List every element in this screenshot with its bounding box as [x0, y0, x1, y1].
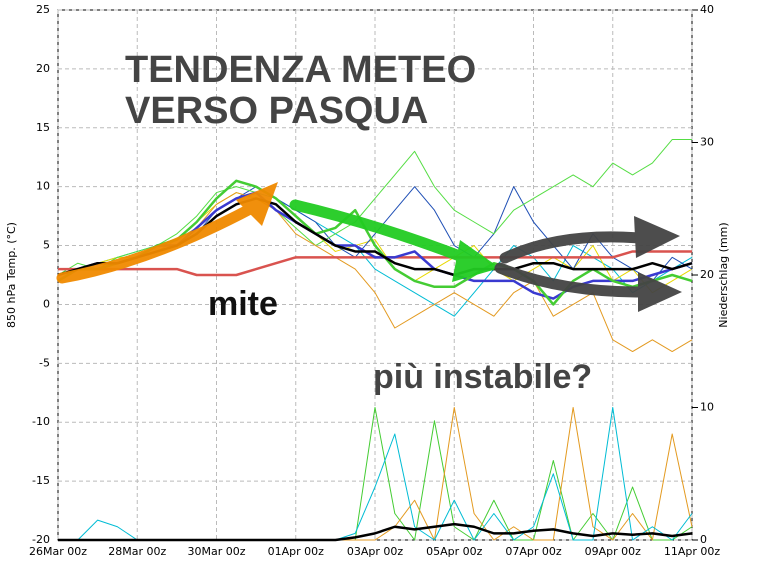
y2-tick-label: 0 [700, 533, 707, 546]
y2-tick-label: 30 [700, 136, 714, 149]
x-tick-label: 05Apr 00z [426, 545, 483, 558]
y-tick-label: 5 [43, 239, 50, 252]
x-tick-label: 01Apr 00z [268, 545, 325, 558]
y2-tick-label: 40 [700, 3, 714, 16]
x-tick-label: 09Apr 00z [585, 545, 642, 558]
arrow-orange [56, 202, 258, 284]
y2-tick-label: 10 [700, 401, 714, 414]
arrow-head [236, 182, 278, 226]
x-tick-label: 28Mar 00z [108, 545, 166, 558]
arrow-head [634, 216, 680, 258]
y-tick-label: 0 [43, 297, 50, 310]
arrow-green [289, 199, 476, 266]
x-tick-label: 11Apr 00z [664, 545, 721, 558]
x-tick-label: 07Apr 00z [505, 545, 562, 558]
arrow-gray [499, 231, 646, 264]
arrow-gray [494, 262, 646, 298]
x-tick-label: 03Apr 00z [347, 545, 404, 558]
y-tick-label: 10 [36, 180, 50, 193]
series-line [57, 139, 692, 276]
y-tick-label: -5 [39, 356, 50, 369]
title: TENDENZA METEO [125, 49, 476, 91]
x-tick-label: 30Mar 00z [187, 545, 245, 558]
annotation: più instabile? [373, 358, 592, 396]
y-tick-label: 20 [36, 62, 50, 75]
y-tick-label: 25 [36, 3, 50, 16]
labels: -20 -15 -10 -5 0 5 10 15 20 25 0 10 20 30 40 26Mar 00z 2… [29, 3, 720, 558]
y-axis-label: 850 hPa Temp. (°C) [5, 222, 18, 328]
y-tick-label: -15 [32, 474, 50, 487]
y-tick-label: 15 [36, 121, 50, 134]
x-tick-label: 26Mar 00z [29, 545, 87, 558]
arrow-head [452, 240, 500, 282]
arrows [56, 182, 682, 312]
arrow-head [638, 272, 682, 312]
y-tick-label: -20 [32, 533, 50, 546]
y-tick-label: -10 [32, 415, 50, 428]
series-line [58, 522, 693, 542]
title: VERSO PASQUA [125, 90, 428, 132]
y2-axis-label: Niederschlag (mm) [717, 222, 730, 327]
annotation: mite [208, 285, 278, 323]
y2-tick-label: 20 [700, 268, 714, 281]
